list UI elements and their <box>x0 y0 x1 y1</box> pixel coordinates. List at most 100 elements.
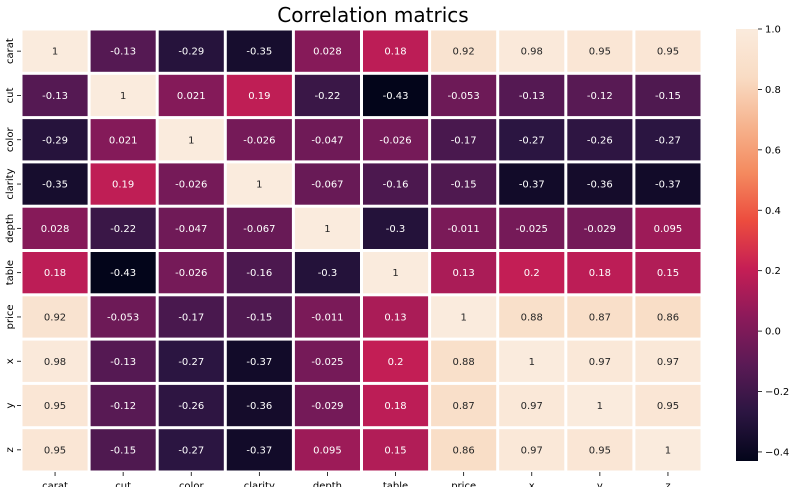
heatmap-cell <box>294 252 360 294</box>
heatmap-cells: 1 -0.13 -0.29 -0.35 0.028 0.18 0.92 0.98 0.95 0.9… <box>22 30 701 471</box>
y-tick-label: y <box>5 403 16 409</box>
cell-value-label: -0.047 <box>311 135 343 146</box>
cell-value-label: 1 <box>665 445 671 456</box>
cell-value-label: 0.13 <box>453 268 475 279</box>
heatmap-cell <box>22 296 88 338</box>
cell-value-label: 0.18 <box>384 401 406 412</box>
cell-value-label: -0.27 <box>519 135 545 146</box>
cell-value-label: -0.025 <box>516 224 548 235</box>
cell-value-label: 0.13 <box>384 312 406 323</box>
cell-value-label: -0.17 <box>451 135 477 146</box>
heatmap-cell <box>567 429 633 471</box>
heatmap-cell <box>226 252 292 294</box>
heatmap-cell <box>158 30 224 72</box>
cell-value-label: 1 <box>324 224 330 235</box>
cell-value-label: -0.35 <box>42 180 68 191</box>
heatmap-cell <box>431 384 497 427</box>
x-axis: carat cut color clarity depth table price x y z <box>42 472 671 487</box>
cell-value-label: -0.26 <box>587 135 613 146</box>
heatmap-cell <box>226 429 292 471</box>
heatmap-cell <box>158 252 224 294</box>
cell-value-label: -0.27 <box>178 445 204 456</box>
x-tick-label: carat <box>42 481 68 487</box>
heatmap-cell <box>158 74 224 117</box>
cell-value-label: 0.95 <box>44 401 66 412</box>
heatmap-cell <box>158 296 224 338</box>
cell-value-label: 1 <box>52 47 58 58</box>
heatmap-cell <box>635 296 701 338</box>
cell-value-label: -0.27 <box>655 135 681 146</box>
heatmap-cell <box>363 74 429 117</box>
cell-value-label: 1 <box>392 268 398 279</box>
cell-value-label: -0.025 <box>311 357 343 368</box>
colorbar: −0.4 −0.2 0.0 0.2 0.4 0.6 0.8 1.0 <box>736 25 789 461</box>
heatmap-cell <box>431 163 497 205</box>
cell-value-label: 0.97 <box>657 357 679 368</box>
y-tick-label: table <box>5 260 16 285</box>
heatmap-cell <box>22 252 88 294</box>
cell-value-label: 0.97 <box>521 401 543 412</box>
y-tick-label: x <box>5 358 16 364</box>
heatmap-cell <box>158 163 224 205</box>
cell-value-label: -0.026 <box>243 135 275 146</box>
heatmap-cell <box>90 74 156 117</box>
colorbar-tick-label: 1.0 <box>765 25 781 36</box>
heatmap-cell <box>294 74 360 117</box>
cell-value-label: -0.026 <box>175 180 207 191</box>
cell-value-label: -0.15 <box>110 445 136 456</box>
heatmap-cell <box>294 340 360 382</box>
cell-value-label: -0.3 <box>318 268 338 279</box>
y-tick-label: price <box>5 305 16 330</box>
heatmap-cell <box>499 340 565 382</box>
cell-value-label: -0.37 <box>246 357 272 368</box>
heatmap-cell <box>499 163 565 205</box>
heatmap-cell <box>363 207 429 249</box>
cell-value-label: 0.88 <box>521 312 543 323</box>
heatmap-cell <box>635 30 701 72</box>
heatmap-cell <box>226 340 292 382</box>
cell-value-label: 0.021 <box>177 91 206 102</box>
heatmap-cell <box>22 30 88 72</box>
cell-value-label: 0.095 <box>654 224 683 235</box>
cell-value-label: 0.95 <box>44 445 66 456</box>
cell-value-label: 0.18 <box>44 268 66 279</box>
heatmap-cell <box>431 119 497 161</box>
cell-value-label: 0.095 <box>313 445 342 456</box>
heatmap-cell <box>499 252 565 294</box>
heatmap-cell <box>226 163 292 205</box>
y-axis: carat cut color clarity depth table price x y z <box>5 38 21 452</box>
cell-value-label: 0.98 <box>521 47 543 58</box>
cell-value-label: 0.92 <box>453 47 475 58</box>
cell-value-label: -0.43 <box>110 268 136 279</box>
heatmap-cell <box>294 384 360 427</box>
y-tick-label: depth <box>5 214 16 243</box>
cell-value-label: 0.98 <box>44 357 66 368</box>
cell-value-label: 0.021 <box>109 135 138 146</box>
cell-value-label: -0.15 <box>246 312 272 323</box>
cell-value-label: -0.029 <box>311 401 343 412</box>
cell-value-label: -0.029 <box>584 224 616 235</box>
heatmap-cell <box>22 163 88 205</box>
heatmap-cell <box>90 429 156 471</box>
heatmap-cell <box>363 252 429 294</box>
heatmap-cell <box>567 207 633 249</box>
heatmap-cell <box>635 119 701 161</box>
cell-value-label: 1 <box>256 180 262 191</box>
heatmap-cell <box>90 163 156 205</box>
x-tick-label: x <box>529 481 535 487</box>
cell-value-label: -0.13 <box>110 47 136 58</box>
colorbar-gradient <box>736 29 758 461</box>
cell-value-label: 0.97 <box>589 357 611 368</box>
cell-value-label: -0.17 <box>178 312 204 323</box>
heatmap-cell <box>158 384 224 427</box>
heatmap-cell <box>635 163 701 205</box>
cell-value-label: 1 <box>460 312 466 323</box>
heatmap-cell <box>294 119 360 161</box>
chart-title: Correlation matrics <box>277 3 468 27</box>
heatmap-cell <box>431 296 497 338</box>
heatmap-cell <box>567 296 633 338</box>
cell-value-label: 0.87 <box>589 312 611 323</box>
heatmap-cell <box>90 207 156 249</box>
heatmap-cell <box>90 384 156 427</box>
x-tick-label: price <box>451 481 476 487</box>
